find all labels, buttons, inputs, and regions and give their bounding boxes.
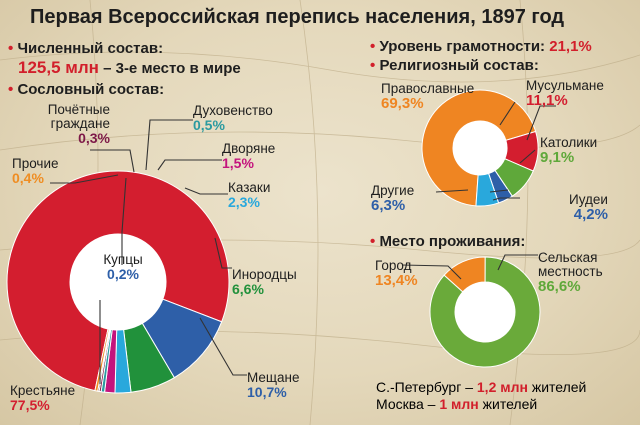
- population-label: Численный состав:: [17, 40, 164, 57]
- spb-line: С.-Петербург – 1,2 млн жителей: [376, 380, 586, 395]
- label-pochetnye: Почётные граждане 0,3%: [24, 102, 110, 147]
- label-musulmane: Мусульмане 11,1%: [526, 78, 604, 110]
- label-kuptsy: Купцы 0,2%: [95, 252, 151, 283]
- page-title: Первая Всероссийская перепись населения,…: [30, 6, 565, 28]
- value-label: 10,7%: [247, 384, 287, 401]
- estate-header-text: Сословный состав:: [17, 81, 165, 98]
- msk-city: Москва –: [376, 396, 440, 412]
- category-label: Мусульмане: [526, 78, 604, 93]
- value-label: 69,3%: [381, 95, 424, 113]
- value-label: 2,3%: [228, 194, 260, 211]
- value-label: 0,5%: [193, 117, 225, 134]
- label-pravoslavnye: Православные 69,3%: [381, 81, 475, 113]
- category-label: Другие: [371, 183, 415, 198]
- leader-lines: [50, 101, 556, 384]
- literacy-label: Уровень грамотности:: [379, 38, 546, 55]
- residence-chart: [429, 256, 541, 368]
- label-dvoryane: Дворяне 1,5%: [222, 141, 276, 172]
- category-label: Казаки: [228, 180, 271, 195]
- msk-line: Москва – 1 млн жителей: [376, 397, 537, 412]
- religion-header: • Религиозный состав:: [370, 58, 539, 74]
- category-label: Дворяне: [222, 141, 276, 156]
- religion-header-text: Религиозный состав:: [379, 57, 539, 74]
- value-label: 13,4%: [375, 272, 418, 290]
- label-selo: Сельская местность 86,6%: [538, 250, 634, 296]
- category-label: Мещане: [247, 370, 300, 385]
- bullet: •: [8, 81, 14, 98]
- literacy-line: • Уровень грамотности: 21,1%: [370, 39, 592, 55]
- label-katoliki: Католики 9,1%: [540, 135, 598, 167]
- spb-value: 1,2 млн: [476, 379, 528, 395]
- category-label: Католики: [540, 135, 598, 150]
- value-label: 0,2%: [107, 266, 139, 283]
- spb-unit: жителей: [527, 379, 587, 395]
- category-label: Купцы: [103, 252, 143, 267]
- estate-hole: [70, 234, 166, 330]
- category-label: Православные: [381, 81, 475, 96]
- estate-chart: [6, 170, 230, 394]
- residence-hole: [455, 282, 515, 342]
- value-label: 77,5%: [10, 397, 50, 414]
- population-value: 125,5 млн: [18, 58, 99, 77]
- category-label: Духовенство: [193, 103, 273, 118]
- value-label: 6,3%: [371, 197, 406, 215]
- value-label: 0,3%: [78, 130, 110, 147]
- value-label: 9,1%: [540, 149, 575, 167]
- category-label: Сельская местность: [538, 250, 603, 280]
- msk-unit: жителей: [478, 396, 538, 412]
- label-gorod: Город 13,4%: [375, 258, 418, 290]
- population-line: • Численный состав:: [8, 41, 163, 57]
- label-drugie: Другие 6,3%: [371, 183, 415, 215]
- spb-city: С.-Петербург –: [376, 379, 477, 395]
- population-value-line: 125,5 млн – 3-е место в мире: [18, 59, 241, 77]
- religion-chart: [421, 89, 539, 207]
- category-label: Инородцы: [232, 267, 297, 282]
- label-prochie: Прочие 0,4%: [12, 156, 59, 187]
- category-label: Прочие: [12, 156, 59, 171]
- population-suffix: – 3-е место в мире: [98, 60, 241, 77]
- residence-header: • Место проживания:: [370, 234, 525, 250]
- value-label: 6,6%: [232, 281, 264, 298]
- category-label: Город: [375, 258, 412, 273]
- msk-value: 1 млн: [439, 396, 479, 412]
- bullet: •: [370, 57, 376, 74]
- bullet: •: [8, 40, 14, 57]
- bullet: •: [370, 233, 376, 250]
- label-kazaki: Казаки 2,3%: [228, 180, 271, 211]
- value-label: 86,6%: [538, 278, 581, 296]
- residence-header-text: Место проживания:: [379, 233, 526, 250]
- literacy-value: 21,1%: [549, 38, 592, 55]
- category-label: Почётные граждане: [47, 102, 110, 132]
- label-krestyane: Крестьяне 77,5%: [10, 383, 76, 414]
- bullet: •: [370, 38, 376, 55]
- value-label: 11,1%: [526, 92, 568, 110]
- category-label: Крестьяне: [10, 383, 76, 398]
- estate-header: • Сословный состав:: [8, 82, 164, 98]
- value-label: 0,4%: [12, 170, 44, 187]
- label-inorodtsy: Инородцы 6,6%: [232, 267, 297, 298]
- religion-hole: [453, 121, 507, 175]
- label-meshchane: Мещане 10,7%: [247, 370, 300, 401]
- label-duhovenstvo: Духовенство 0,5%: [193, 103, 273, 134]
- value-label: 1,5%: [222, 155, 254, 172]
- value-label: 4,2%: [573, 206, 608, 224]
- category-label: Иудеи: [569, 192, 608, 207]
- label-iudei: Иудеи 4,2%: [569, 192, 608, 224]
